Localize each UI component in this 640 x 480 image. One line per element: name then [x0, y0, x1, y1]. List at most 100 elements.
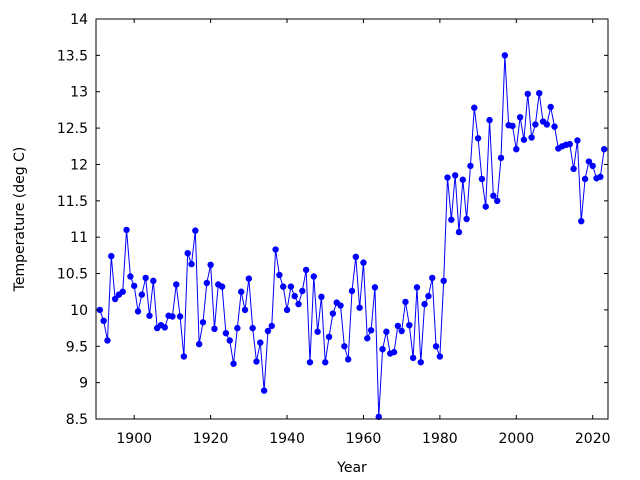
data-point [295, 300, 302, 308]
data-point [600, 145, 608, 153]
data-point [371, 284, 379, 291]
data-point [211, 325, 218, 333]
data-point [367, 327, 375, 334]
data-point [398, 327, 405, 335]
data-point [501, 52, 509, 59]
data-point [570, 165, 577, 173]
x-tick-label: 1900 [116, 431, 152, 447]
data-point [409, 354, 417, 362]
data-point [536, 89, 543, 97]
y-tick-label: 9 [79, 376, 88, 392]
data-point [513, 145, 520, 153]
data-point [169, 313, 176, 320]
data-point [176, 313, 184, 320]
data-point [348, 287, 356, 295]
data-point [516, 113, 524, 121]
data-point [138, 291, 146, 298]
y-tick-label: 13.5 [57, 48, 88, 64]
data-point [142, 274, 149, 282]
data-point [230, 360, 237, 367]
data-point [406, 321, 413, 329]
data-point [364, 335, 371, 342]
y-axis-label: Temperature (deg C) [12, 147, 28, 293]
data-point [394, 322, 402, 330]
y-tick-label: 10.5 [57, 267, 88, 283]
data-point [532, 121, 539, 128]
data-point [253, 358, 260, 365]
data-point [306, 359, 314, 366]
data-point [184, 249, 191, 257]
plot-area: 1900 1920 1940 1960 1980 2000 2020 8.5 9 9.5 10 10… [57, 12, 611, 447]
data-point [268, 322, 275, 330]
y-tick-label: 13 [70, 85, 88, 101]
y-tick-label: 12 [70, 157, 88, 173]
axes-frame [95, 18, 609, 420]
data-point [287, 283, 295, 290]
data-point [390, 348, 398, 356]
data-point [310, 273, 317, 280]
data-point [589, 162, 596, 170]
data-point [245, 275, 253, 282]
data-point [574, 137, 581, 144]
data-point [203, 279, 211, 287]
data-point [344, 356, 352, 363]
data-point [581, 175, 589, 183]
data-point [237, 288, 245, 295]
data-point [444, 174, 451, 181]
data-point [356, 304, 363, 311]
data-point [111, 295, 119, 303]
y-tick-label: 11 [70, 230, 88, 246]
data-point [127, 273, 134, 280]
data-point [547, 103, 554, 111]
data-point [528, 134, 535, 141]
data-point [474, 135, 482, 142]
data-point [436, 353, 444, 360]
data-point [195, 340, 203, 348]
data-point [318, 293, 325, 301]
data-point [578, 217, 585, 225]
data-point [180, 353, 188, 360]
data-point [543, 121, 551, 128]
y-tick-label: 8.5 [66, 412, 88, 428]
x-tick-label: 2000 [498, 431, 534, 447]
data-point [486, 116, 493, 124]
data-point [551, 123, 558, 130]
data-point [585, 158, 593, 165]
data-point [222, 329, 230, 337]
y-tick-label: 10 [70, 303, 88, 319]
data-point [352, 253, 360, 261]
data-point [360, 259, 367, 266]
data-point [249, 324, 256, 332]
data-point [413, 284, 421, 291]
data-point [325, 333, 333, 341]
data-point [520, 136, 528, 143]
data-point [150, 277, 157, 285]
data-point [161, 324, 168, 331]
x-tick-label: 1920 [193, 431, 229, 447]
data-point [402, 298, 409, 306]
data-point [131, 282, 138, 290]
y-tick-label: 12.5 [57, 121, 88, 137]
data-point [173, 281, 180, 288]
x-tick-label: 2020 [575, 431, 611, 447]
data-point [471, 104, 478, 111]
data-point [467, 162, 474, 170]
x-axis-ticks: 1900 1920 1940 1960 1980 2000 2020 [116, 19, 611, 447]
data-point [341, 343, 348, 350]
x-axis-label: Year [336, 460, 367, 476]
data-point [597, 173, 604, 181]
data-point [207, 261, 214, 269]
data-point [257, 339, 264, 346]
data-point [383, 328, 390, 335]
data-point [493, 197, 501, 205]
data-point [429, 274, 436, 282]
data-point [192, 227, 199, 234]
data-point [291, 292, 298, 300]
data-point [134, 308, 142, 315]
data-point [302, 266, 310, 274]
data-point [337, 302, 344, 309]
data-point [497, 154, 505, 162]
data-point [425, 292, 432, 300]
y-tick-label: 11.5 [57, 194, 88, 210]
